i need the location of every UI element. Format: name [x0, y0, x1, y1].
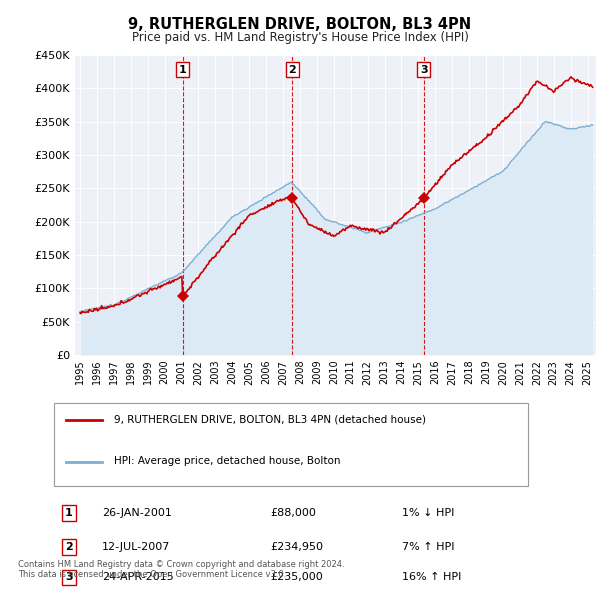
Text: 7% ↑ HPI: 7% ↑ HPI — [402, 542, 455, 552]
Text: 9, RUTHERGLEN DRIVE, BOLTON, BL3 4PN: 9, RUTHERGLEN DRIVE, BOLTON, BL3 4PN — [128, 17, 472, 31]
Text: Contains HM Land Registry data © Crown copyright and database right 2024.
This d: Contains HM Land Registry data © Crown c… — [18, 560, 344, 579]
Text: 26-JAN-2001: 26-JAN-2001 — [102, 508, 172, 518]
FancyBboxPatch shape — [54, 402, 528, 486]
Text: 3: 3 — [65, 572, 73, 582]
Text: 16% ↑ HPI: 16% ↑ HPI — [402, 572, 461, 582]
Text: Price paid vs. HM Land Registry's House Price Index (HPI): Price paid vs. HM Land Registry's House … — [131, 31, 469, 44]
Text: 2: 2 — [65, 542, 73, 552]
Text: 2: 2 — [289, 65, 296, 75]
Text: 3: 3 — [420, 65, 427, 75]
Text: £234,950: £234,950 — [270, 542, 323, 552]
Text: £88,000: £88,000 — [270, 508, 316, 518]
Text: 9, RUTHERGLEN DRIVE, BOLTON, BL3 4PN (detached house): 9, RUTHERGLEN DRIVE, BOLTON, BL3 4PN (de… — [114, 415, 426, 425]
Text: HPI: Average price, detached house, Bolton: HPI: Average price, detached house, Bolt… — [114, 457, 341, 467]
Text: £235,000: £235,000 — [270, 572, 323, 582]
Text: 1: 1 — [65, 508, 73, 518]
Text: 12-JUL-2007: 12-JUL-2007 — [102, 542, 170, 552]
Text: 1% ↓ HPI: 1% ↓ HPI — [402, 508, 454, 518]
Text: 24-APR-2015: 24-APR-2015 — [102, 572, 174, 582]
Text: 1: 1 — [179, 65, 187, 75]
